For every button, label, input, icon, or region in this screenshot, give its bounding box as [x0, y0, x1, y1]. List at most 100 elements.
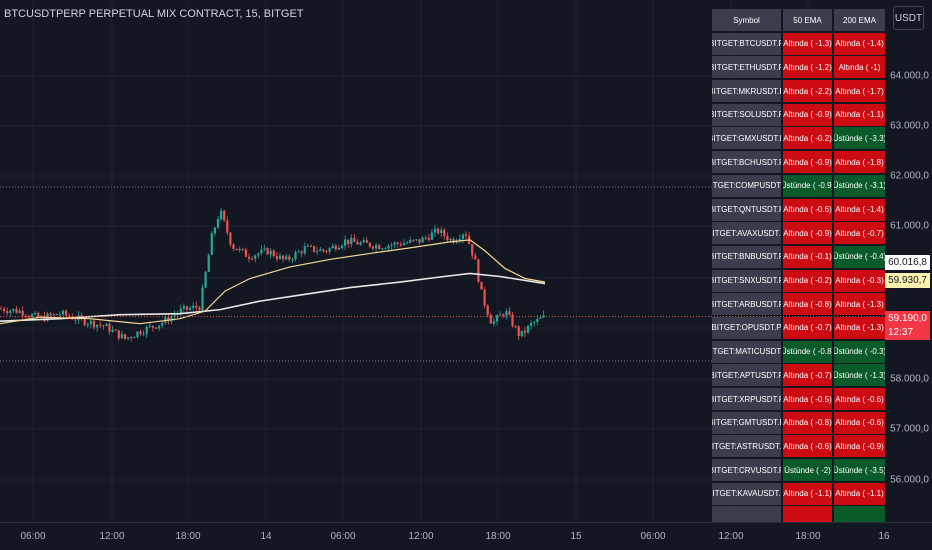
- candle-body: [142, 333, 145, 335]
- symbol-cell: BITGET:MATICUSDT.P: [712, 340, 781, 363]
- candle-body: [179, 308, 182, 314]
- candle-body: [306, 245, 309, 247]
- candle-body: [123, 334, 127, 339]
- symbol-cell: BITGET:BNBUSDT.P: [712, 245, 781, 268]
- candle-body: [189, 308, 192, 310]
- price-tick: 62.000,0: [890, 170, 929, 182]
- candle-body: [192, 305, 195, 309]
- candle-body: [12, 309, 15, 311]
- time-tick: 12:00: [718, 531, 744, 542]
- ema200-status-cell: Üstünde ( -1.3): [834, 364, 885, 387]
- candle-body: [492, 321, 495, 324]
- symbol-cell: BITGET:AVAXUSDT.P: [712, 222, 781, 245]
- price-scale[interactable]: 64.000,0 63.000,0 62.000,0 61.000,0 58.0…: [885, 0, 932, 522]
- time-axis[interactable]: 06:00 12:00 18:00 14 06:00 12:00 18:00 1…: [0, 522, 932, 550]
- ema200-status-cell: Altında ( -1.3): [834, 316, 885, 339]
- candle-body: [260, 249, 263, 254]
- candle-body: [139, 331, 142, 335]
- ema200-status-cell: Üstünde ( -0.4): [834, 245, 885, 268]
- candle-body: [278, 255, 282, 259]
- ema50-status-cell: Altında ( -0.8): [783, 293, 832, 316]
- screener-header-row: Symbol 50 EMA 200 EMA: [712, 9, 885, 31]
- candle-body: [322, 249, 325, 251]
- price-chart[interactable]: [0, 0, 885, 522]
- ema200-status-cell: Altında ( -1): [834, 56, 885, 79]
- ema200-status-cell: Altında ( -1.8): [834, 151, 885, 174]
- candle-body: [371, 246, 375, 249]
- candle-body: [49, 313, 52, 316]
- candle-body: [133, 336, 136, 338]
- candle-body: [15, 309, 18, 313]
- candle-body: [399, 243, 402, 246]
- ema50-status-cell: Altında ( -1.1): [783, 482, 832, 505]
- symbol-cell: BITGET:APTUSDT.P: [712, 364, 781, 387]
- candle-body: [390, 244, 393, 246]
- ema200-status-cell: Altında ( -0.7): [834, 222, 885, 245]
- ema200-status-cell: Altında ( -0.6): [834, 388, 885, 410]
- ema200-status-cell: Altında ( -1.1): [834, 103, 885, 126]
- candle-body: [502, 314, 505, 316]
- candle-body: [440, 229, 443, 234]
- candle-body: [464, 234, 468, 236]
- candle-body: [514, 326, 517, 328]
- symbol-cell: BITGET:MKRUSDT.P: [712, 80, 781, 103]
- candle-body: [272, 250, 275, 257]
- currency-button[interactable]: USDT: [893, 6, 924, 30]
- candle-body: [136, 331, 139, 337]
- screener-row: BITGET:ETHUSDT.P Altında ( -1.2) Altında (…: [712, 56, 885, 79]
- candle-body: [229, 232, 232, 245]
- candle-body: [523, 330, 526, 333]
- ema50-status-cell: Altında ( -0.9): [783, 151, 832, 174]
- symbol-cell: BITGET:SNXUSDT.P: [712, 269, 781, 292]
- candle-body: [74, 319, 77, 321]
- symbol-cell: BITGET:BCHUSDT.P: [712, 151, 781, 174]
- price-tick: 57.000,0: [890, 423, 929, 435]
- ema-50-line: [0, 239, 546, 325]
- candle-body: [182, 306, 185, 309]
- candle-body: [387, 245, 390, 249]
- candle-body: [539, 317, 542, 319]
- candle-body: [359, 242, 362, 245]
- screener-row: BITGET:OPUSDT.P Altında ( -0.7) Altında ( …: [712, 316, 885, 339]
- ema-200-price-label: 60.016,8: [885, 255, 930, 270]
- ema-50-price-label: 59.930,7: [885, 273, 930, 288]
- candle-body: [294, 252, 297, 260]
- ema50-status-cell: Altında ( -0.2): [783, 269, 832, 292]
- candle-body: [430, 232, 433, 240]
- candle-body: [530, 322, 533, 326]
- ema200-status-cell: Üstünde ( -3.3): [834, 127, 885, 150]
- candle-body: [350, 237, 353, 245]
- ema50-status-cell: Altında ( -0.9): [783, 103, 832, 126]
- ema50-status-cell: Üstünde ( -0.8): [783, 340, 832, 363]
- ema200-status-cell: Altında ( -1.3): [834, 293, 885, 316]
- candle-body: [433, 228, 437, 233]
- ema50-status-cell: Altında ( -0.5): [783, 388, 832, 410]
- candle-body: [30, 314, 34, 317]
- candle-body: [244, 249, 247, 257]
- candle-body: [427, 237, 430, 240]
- last-price-label: 59.190,0: [885, 311, 930, 326]
- candle-body: [505, 311, 508, 316]
- candle-body: [210, 233, 213, 255]
- candle-body: [61, 310, 65, 315]
- candle-body: [536, 318, 539, 323]
- screener-row: BITGET:SNXUSDT.P Altında ( -0.2) Altında (…: [712, 269, 885, 292]
- candle-body: [443, 229, 446, 237]
- candle-body: [517, 326, 520, 337]
- candle-body: [151, 325, 154, 328]
- candle-body: [384, 248, 387, 250]
- candle-body: [195, 305, 198, 308]
- candle-body: [161, 322, 164, 326]
- candle-body: [34, 312, 37, 315]
- ema200-status-cell: Üstünde ( -3.5): [834, 459, 885, 482]
- candle-body: [220, 210, 223, 220]
- time-tick: 16: [878, 531, 890, 542]
- candle-body: [263, 248, 266, 250]
- ema50-status-cell: Altında ( -0.1): [783, 245, 832, 268]
- candle-body: [402, 243, 406, 246]
- ema50-status-cell: Altında ( -2.2): [783, 80, 832, 103]
- ema50-status-cell: Altında ( -0.6): [783, 435, 832, 458]
